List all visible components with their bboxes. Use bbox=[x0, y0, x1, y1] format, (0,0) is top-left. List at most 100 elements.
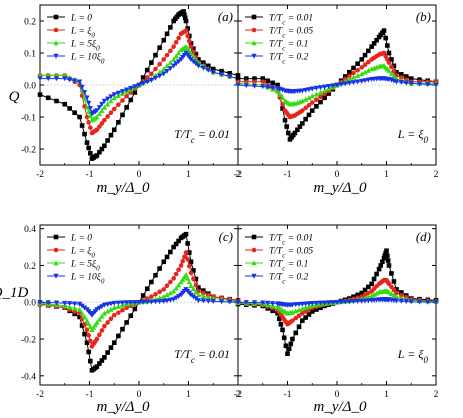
data-point bbox=[45, 300, 51, 306]
data-point bbox=[265, 84, 271, 90]
data-point bbox=[82, 131, 87, 137]
x-tick-label: 1 bbox=[186, 170, 191, 180]
data-point bbox=[303, 301, 309, 307]
data-point bbox=[173, 295, 179, 301]
data-point bbox=[171, 297, 177, 303]
data-point bbox=[178, 263, 184, 268]
data-point bbox=[96, 316, 102, 322]
data-point bbox=[171, 63, 177, 69]
data-point bbox=[218, 299, 225, 305]
data-point bbox=[101, 302, 107, 308]
data-point bbox=[355, 79, 361, 85]
data-point bbox=[227, 299, 233, 305]
data-point bbox=[167, 66, 173, 72]
data-point bbox=[389, 284, 394, 290]
series-2 bbox=[235, 277, 439, 327]
data-point bbox=[149, 294, 154, 300]
data-point bbox=[105, 101, 111, 107]
data-point bbox=[67, 106, 72, 111]
legend-label: L = 5ξ0 bbox=[70, 259, 100, 273]
data-point bbox=[317, 89, 324, 95]
data-point bbox=[351, 65, 356, 71]
y-tick-label: 0.2 bbox=[24, 18, 36, 28]
data-point bbox=[149, 60, 154, 65]
data-point bbox=[251, 83, 258, 89]
data-point bbox=[347, 69, 352, 75]
data-point bbox=[381, 255, 387, 261]
data-point bbox=[391, 287, 397, 293]
panel-tag: (d) bbox=[416, 229, 431, 244]
data-point bbox=[425, 299, 431, 305]
data-point bbox=[369, 44, 374, 49]
y-tick-label: 0.4 bbox=[24, 225, 36, 235]
data-point bbox=[111, 106, 117, 112]
series-4 bbox=[235, 297, 439, 308]
data-point bbox=[275, 88, 281, 94]
data-point bbox=[173, 61, 179, 67]
data-point bbox=[303, 105, 308, 111]
data-point bbox=[342, 299, 348, 305]
data-point bbox=[115, 300, 121, 306]
data-point bbox=[185, 275, 191, 281]
series-2 bbox=[37, 28, 241, 136]
data-point bbox=[108, 316, 114, 322]
data-point bbox=[183, 250, 189, 255]
data-point bbox=[394, 290, 399, 296]
data-point bbox=[116, 102, 121, 108]
data-point bbox=[153, 66, 158, 72]
data-point bbox=[243, 76, 249, 81]
data-point bbox=[164, 292, 170, 298]
legend-marker bbox=[251, 40, 257, 46]
data-point bbox=[330, 300, 336, 306]
data-point bbox=[182, 15, 188, 21]
data-point bbox=[77, 314, 82, 320]
data-point bbox=[279, 95, 286, 101]
data-point bbox=[94, 127, 100, 133]
data-point bbox=[318, 94, 323, 100]
data-point bbox=[105, 320, 110, 325]
data-point bbox=[388, 70, 395, 76]
data-point bbox=[102, 117, 107, 123]
data-point bbox=[206, 63, 211, 69]
data-point bbox=[111, 95, 117, 101]
x-tick-label: 1 bbox=[384, 170, 389, 180]
x-axis-label-a: m_y/Δ_0 bbox=[97, 180, 150, 196]
data-point bbox=[167, 297, 173, 303]
data-point bbox=[299, 301, 305, 307]
data-point bbox=[101, 98, 107, 104]
data-point bbox=[188, 259, 194, 265]
x-tick-label: -2 bbox=[234, 170, 242, 180]
data-point bbox=[108, 345, 114, 350]
data-point bbox=[295, 127, 300, 133]
series-3 bbox=[37, 43, 241, 123]
x-tick-label: -2 bbox=[234, 390, 242, 400]
data-point bbox=[391, 292, 397, 298]
data-point bbox=[120, 112, 125, 118]
data-point bbox=[355, 67, 360, 73]
data-point bbox=[171, 56, 177, 62]
data-point bbox=[88, 338, 93, 344]
panel-annotation: L = ξ0 bbox=[397, 347, 429, 365]
data-point bbox=[376, 266, 382, 272]
data-point bbox=[306, 312, 312, 317]
data-point bbox=[99, 313, 105, 319]
data-point bbox=[96, 105, 102, 111]
x-tick-label: -1 bbox=[284, 390, 292, 400]
data-point bbox=[164, 283, 170, 288]
y-tick-label: 0.2 bbox=[24, 262, 36, 272]
data-point bbox=[270, 85, 276, 91]
data-point bbox=[275, 82, 280, 88]
data-point bbox=[77, 306, 83, 312]
data-point bbox=[293, 330, 299, 336]
data-point bbox=[313, 91, 319, 97]
data-point bbox=[54, 98, 59, 104]
data-point bbox=[317, 300, 324, 306]
data-point bbox=[388, 290, 395, 296]
data-point bbox=[111, 312, 117, 318]
data-point bbox=[111, 127, 117, 133]
data-point bbox=[94, 336, 100, 342]
data-point bbox=[161, 57, 167, 62]
legend-label: T/Tc = 0.1 bbox=[269, 40, 308, 53]
data-point bbox=[205, 294, 211, 300]
data-point bbox=[243, 300, 249, 306]
